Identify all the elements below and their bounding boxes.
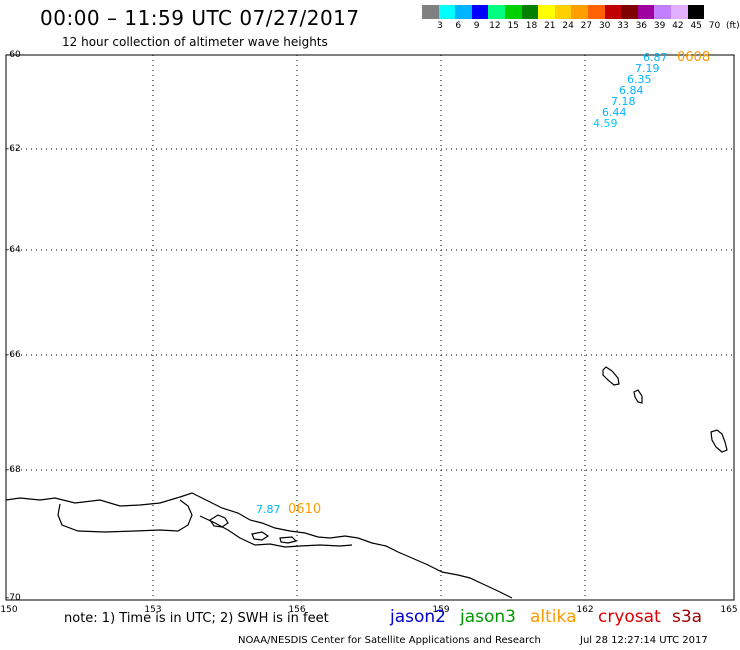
coast-inner-outline-2 [199, 515, 353, 548]
lat-label: -62 [6, 144, 21, 154]
colorbar-label: 3 [437, 21, 443, 31]
wave-height-value: 7.87 [256, 503, 281, 516]
colorbar-swatch [455, 5, 472, 19]
wave-height-colorbar [422, 5, 705, 19]
colorbar-swatch [670, 5, 688, 19]
coast-inner-outline [57, 499, 193, 533]
lat-label: -64 [6, 245, 21, 255]
colorbar-label: 15 [507, 21, 519, 31]
satellite-legend-altika: altika [530, 607, 577, 627]
lon-label: 156 [288, 605, 306, 615]
colorbar-swatch [637, 5, 655, 19]
satellite-legend-s3a: s3a [672, 607, 703, 627]
lon-label: 162 [576, 605, 594, 615]
colorbar-swatch [422, 5, 439, 19]
satellite-legend-jason2: jason2 [390, 607, 446, 627]
colorbar-swatch [504, 5, 522, 19]
wave-height-value: 6.87 [643, 51, 668, 64]
wave-height-value: 7.18 [611, 95, 636, 108]
colorbar-label: 27 [580, 21, 593, 31]
gridlines [6, 55, 734, 600]
lon-label: 165 [720, 605, 738, 615]
colorbar-label: 12 [489, 21, 501, 31]
lat-label: -60 [6, 50, 21, 60]
wave-height-value: 7.19 [635, 62, 660, 75]
units-note: note: 1) Time is in UTC; 2) SWH is in fe… [64, 611, 329, 626]
pass-time-label: 0608 [677, 50, 711, 65]
island-2 [633, 389, 643, 404]
colorbar-label: 36 [635, 21, 648, 31]
lat-label: -70 [6, 593, 21, 603]
lon-label: 159 [432, 605, 450, 615]
coast-ice-fragment-2 [251, 531, 270, 541]
colorbar-swatch [654, 5, 671, 19]
colorbar-swatch [604, 5, 622, 19]
colorbar-labels: 3 6 9 12 15 18 21 24 27 30 33 36 39 42 45 70 (ft) [422, 21, 740, 33]
colorbar-label: (ft) [726, 21, 740, 31]
antarctic-coastline [5, 492, 513, 599]
lon-label: 150 [0, 605, 18, 615]
pass-time-label: 0610 [288, 502, 322, 517]
colorbar-label: 6 [455, 21, 462, 31]
map-title: 00:00 – 11:59 UTC 07/27/2017 [40, 6, 360, 30]
satellite-legend-cryosat: cryosat [598, 607, 661, 627]
colorbar-label: 24 [562, 21, 574, 31]
colorbar-swatch [571, 5, 588, 19]
colorbar-label: 18 [525, 21, 538, 31]
wave-height-value: 6.35 [627, 73, 652, 86]
colorbar-label: 45 [690, 21, 702, 31]
colorbar-label: 21 [544, 21, 556, 31]
colorbar-swatch [587, 5, 605, 19]
map-subtitle: 12 hour collection of altimeter wave hei… [62, 35, 328, 49]
colorbar-label: 39 [653, 21, 666, 31]
satellite-legend-jason3: jason3 [460, 607, 516, 627]
coast-ice-fragment-3 [279, 536, 298, 544]
colorbar-swatch [471, 5, 489, 19]
colorbar-label: 42 [672, 21, 684, 31]
wave-height-value: 6.84 [619, 84, 644, 97]
footer-credit: NOAA/NESDIS Center for Satellite Applica… [238, 635, 541, 646]
colorbar-label: 30 [598, 21, 611, 31]
colorbar-label: 9 [473, 21, 480, 31]
lon-label: 153 [144, 605, 162, 615]
coastlines [5, 366, 728, 599]
colorbar-swatch [554, 5, 572, 19]
colorbar-swatch [521, 5, 539, 19]
island-1 [602, 366, 620, 386]
colorbar-swatch [538, 5, 555, 19]
wave-height-value: 6.44 [602, 106, 627, 119]
colorbar-label: 70 [708, 21, 721, 31]
colorbar-swatch [488, 5, 505, 19]
colorbar-swatch [438, 5, 456, 19]
map-frame [5, 54, 735, 601]
colorbar-swatch [687, 5, 705, 19]
lat-label: -66 [6, 350, 21, 360]
wave-height-value: 4.59 [593, 117, 618, 130]
coast-ice-fragment [209, 514, 229, 528]
island-3 [710, 429, 728, 453]
colorbar-swatch [621, 5, 638, 19]
lat-label: -68 [6, 465, 21, 475]
colorbar-label: 33 [617, 21, 629, 31]
footer-timestamp: Jul 28 12:27:14 UTC 2017 [580, 635, 708, 646]
